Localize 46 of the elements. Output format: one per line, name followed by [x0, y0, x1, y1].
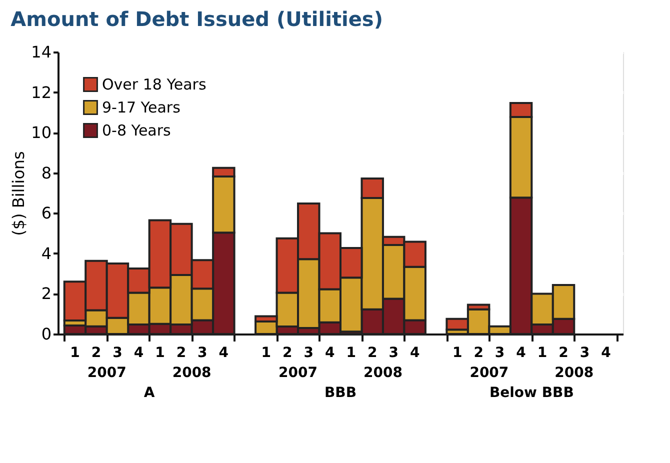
- x-tick-label: 2: [91, 345, 102, 361]
- y-tick-label: 4: [41, 244, 52, 263]
- y-tick-label: 6: [41, 204, 52, 223]
- x-tick-label: 4: [218, 345, 229, 361]
- y-tick-label: 2: [41, 284, 52, 304]
- x-tick-label: 3: [388, 345, 398, 361]
- text: 2008: [363, 365, 402, 381]
- x-tick-label: 1: [155, 345, 165, 361]
- text: 2007: [278, 365, 318, 381]
- x-tick-label: 4: [410, 345, 420, 361]
- x-tick-label: 2: [282, 345, 292, 361]
- x-tick-label: 4: [325, 345, 336, 361]
- x-tick-label: 1: [537, 345, 548, 361]
- x-tick-label: 2: [176, 345, 186, 361]
- x-tick-label: 2: [474, 345, 484, 361]
- x-tick-label: 1: [346, 345, 356, 361]
- x-tick-label: 1: [261, 345, 272, 361]
- x-tick-label: 3: [112, 345, 122, 361]
- y-tick-label: 10: [31, 123, 52, 142]
- x-tick-label: 4: [516, 345, 526, 361]
- text: 2007: [470, 365, 509, 381]
- x-tick-label: 1: [452, 345, 462, 361]
- x-tick-label: 4: [601, 345, 612, 361]
- x-tick-label: 2: [367, 345, 378, 361]
- x-tick-label: 3: [198, 345, 208, 361]
- legend-label: Over 18 Years: [102, 76, 206, 94]
- y-tick-label: 12: [31, 82, 52, 102]
- y-tick-label: 0: [41, 324, 52, 344]
- text: 2008: [172, 365, 212, 381]
- x-tick-label: 4: [134, 345, 144, 361]
- x-tick-label: 1: [70, 345, 80, 361]
- y-tick-label: 14: [31, 42, 52, 62]
- legend-label: 0-8 Years: [102, 122, 172, 140]
- x-tick-label: 3: [304, 345, 314, 361]
- x-tick-label: 3: [580, 345, 590, 361]
- y-axis-title: ($) Billions: [9, 151, 28, 236]
- x-tick-label: 2: [558, 345, 568, 361]
- legend-label: 9-17 Years: [102, 98, 181, 116]
- text: Below BBB: [489, 385, 574, 401]
- y-tick-label: 8: [41, 163, 52, 182]
- text: A: [144, 385, 155, 401]
- text: 2008: [554, 365, 594, 381]
- text: 2007: [87, 365, 126, 381]
- chart-title: Amount of Debt Issued (Utilities): [10, 7, 383, 31]
- x-tick-label: 3: [494, 345, 505, 361]
- text: BBB: [324, 385, 357, 401]
